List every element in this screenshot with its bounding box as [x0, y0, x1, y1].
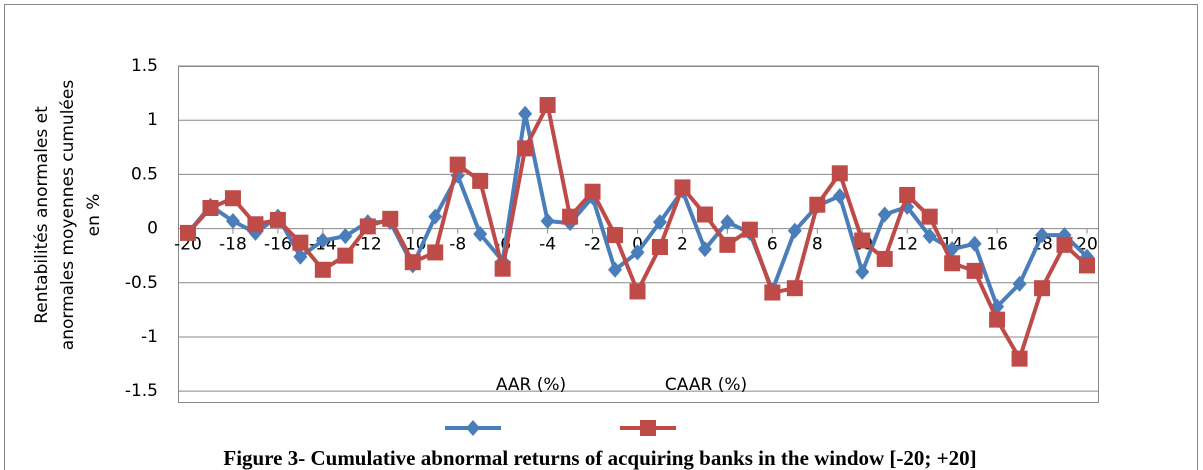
y-tick-label: 0	[147, 219, 158, 239]
data-point	[269, 211, 286, 228]
data-point	[630, 244, 645, 261]
data-point	[337, 247, 354, 264]
data-point	[224, 190, 241, 207]
y-tick-label: -1	[141, 327, 158, 347]
data-point	[764, 284, 781, 301]
data-point	[1079, 257, 1095, 274]
x-tick-label: -18	[219, 235, 247, 255]
x-tick-label: 8	[812, 235, 823, 255]
data-point	[966, 262, 983, 279]
data-point	[855, 263, 870, 280]
data-point	[1056, 236, 1073, 253]
data-point	[989, 311, 1006, 328]
y-tick-label: 0.5	[131, 164, 158, 184]
data-point	[944, 255, 961, 272]
data-point	[540, 212, 555, 229]
data-point	[832, 188, 847, 205]
chart-border	[4, 4, 1198, 470]
data-point	[720, 214, 735, 231]
y-tick-label: 1	[147, 110, 158, 130]
data-point	[854, 232, 871, 249]
data-point	[427, 244, 444, 261]
data-point	[180, 224, 196, 241]
x-tick-label: 12	[896, 235, 918, 255]
data-point	[831, 165, 848, 182]
legend-label: AAR (%)	[496, 375, 566, 395]
x-tick-label: 16	[986, 235, 1008, 255]
data-point	[697, 241, 712, 258]
x-tick-label: -2	[584, 235, 601, 255]
data-point	[922, 228, 937, 245]
data-point	[629, 283, 646, 300]
data-point	[428, 208, 443, 225]
data-point	[741, 221, 758, 238]
legend-marker	[466, 420, 480, 436]
data-point	[1035, 227, 1050, 244]
legend-label: CAAR (%)	[665, 375, 747, 395]
data-point	[494, 260, 511, 277]
data-point	[651, 239, 668, 256]
y-tick-label: -0.5	[125, 273, 158, 293]
data-point	[404, 254, 421, 271]
data-point	[473, 226, 488, 242]
y-tick-label: -1.5	[125, 381, 158, 401]
data-point	[967, 235, 982, 252]
data-point	[539, 97, 556, 114]
data-point	[562, 208, 579, 225]
data-point	[652, 214, 667, 231]
x-tick-label: -8	[449, 235, 466, 255]
data-point	[1011, 350, 1028, 367]
x-tick-label: 2	[677, 235, 688, 255]
data-point	[517, 140, 534, 157]
data-point	[786, 280, 803, 297]
data-point	[696, 206, 713, 223]
y-axis-label: Rentabilités anormales et	[32, 106, 52, 324]
data-point	[787, 222, 802, 239]
data-point	[921, 208, 938, 225]
data-point	[225, 212, 240, 229]
data-point	[584, 183, 601, 200]
x-tick-label: 6	[767, 235, 778, 255]
y-axis-label: anormales moyennes cumulées	[58, 80, 78, 351]
data-point	[292, 234, 309, 251]
data-point	[293, 248, 308, 265]
data-point	[608, 261, 623, 278]
data-point	[247, 216, 264, 233]
data-point	[876, 250, 893, 267]
data-point	[1012, 275, 1027, 292]
data-point	[719, 236, 736, 253]
data-point	[338, 228, 353, 245]
data-point	[382, 210, 399, 227]
data-point	[315, 232, 330, 249]
data-point	[202, 199, 219, 216]
data-point	[877, 206, 892, 223]
data-point	[1034, 280, 1051, 297]
data-point	[899, 186, 916, 203]
y-tick-label: 1.5	[131, 56, 158, 76]
data-point	[607, 227, 624, 244]
data-point	[314, 261, 331, 278]
data-point	[359, 218, 376, 235]
legend-marker	[640, 420, 656, 436]
x-tick-label: -16	[264, 235, 292, 255]
x-tick-label: -12	[354, 235, 382, 255]
y-axis-label: en %	[84, 194, 104, 237]
x-tick-label: -4	[539, 235, 556, 255]
data-point	[809, 196, 826, 213]
data-point	[674, 179, 691, 196]
data-point	[518, 105, 533, 122]
data-point	[449, 156, 466, 173]
data-point	[472, 172, 489, 189]
caption: Figure 3- Cumulative abnormal returns of…	[223, 446, 976, 470]
